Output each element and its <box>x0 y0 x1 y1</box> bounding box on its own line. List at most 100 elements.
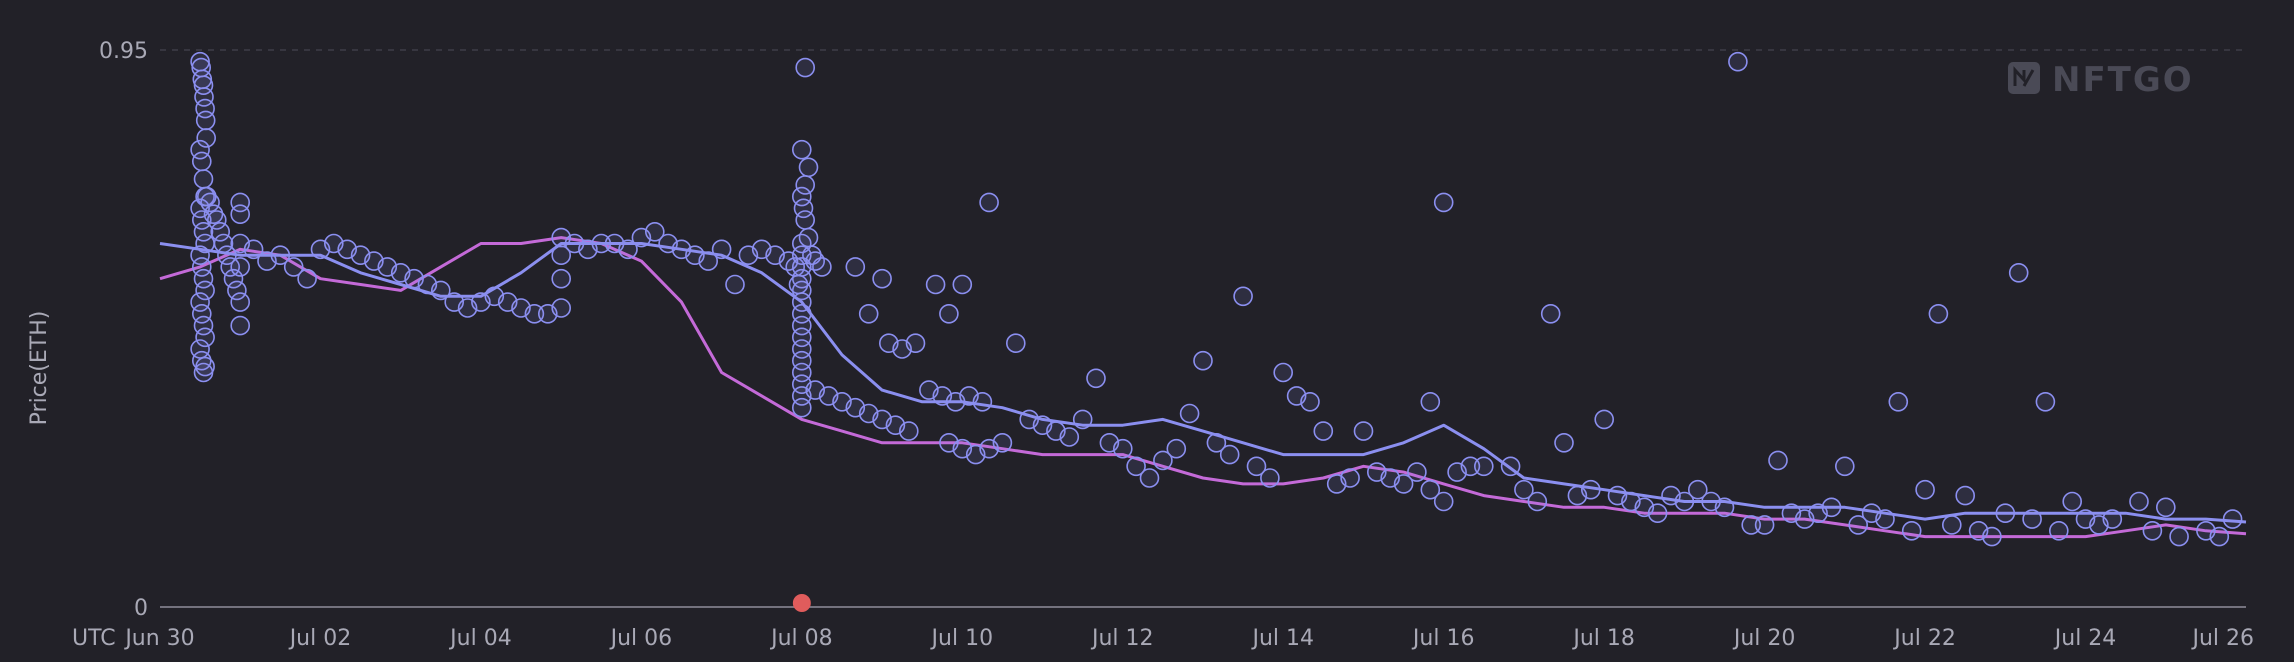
sale-point <box>1246 456 1267 477</box>
sale-point <box>1754 515 1775 535</box>
average-price-line <box>159 242 2247 524</box>
sale-point <box>217 245 237 265</box>
sale-point <box>795 210 816 230</box>
x-tick-label: Jun 30 <box>123 626 194 651</box>
sale-point <box>1982 526 2002 547</box>
sale-point <box>210 222 230 242</box>
sale-point <box>795 175 816 195</box>
sale-point <box>939 303 959 324</box>
y-axis-title: Price(ETH) <box>27 311 52 426</box>
sale-point <box>1942 515 1962 535</box>
sale-point <box>1821 497 1842 518</box>
sale-point <box>230 257 250 277</box>
x-timezone-label: UTC <box>72 626 116 651</box>
lines-layer <box>159 236 2247 539</box>
sale-point <box>1153 450 1173 471</box>
sale-point <box>1995 503 2016 524</box>
sale-point <box>1540 303 1561 324</box>
sale-point <box>1848 515 1868 535</box>
sale-point <box>644 222 665 242</box>
sale-point <box>193 169 214 189</box>
sale-point <box>213 233 234 254</box>
sale-point <box>1768 450 1788 471</box>
sale-point <box>1420 479 1441 500</box>
sale-point <box>200 192 220 213</box>
sale-point <box>1581 479 1601 500</box>
sale-point <box>1647 503 1668 524</box>
sale-point <box>2062 491 2082 512</box>
x-tick-label: Jul 06 <box>609 626 673 651</box>
sale-point <box>1273 362 1293 383</box>
nftgo-watermark: NFTGO <box>2008 60 2194 100</box>
sale-point <box>1393 474 1414 494</box>
sale-point <box>196 128 216 148</box>
sale-point <box>1674 491 1695 512</box>
sale-point <box>1741 515 1761 535</box>
sale-point <box>551 298 572 318</box>
sale-point <box>195 327 215 348</box>
y-tick-label: 0.95 <box>99 39 148 64</box>
sale-point <box>195 280 215 301</box>
sale-point <box>2142 520 2163 541</box>
sale-point <box>223 268 244 289</box>
watermark-text: NFTGO <box>2052 60 2194 100</box>
sale-point <box>1688 479 1708 500</box>
sale-point <box>725 274 745 295</box>
sale-point <box>2102 509 2123 529</box>
sale-point <box>1113 438 1133 459</box>
x-tick-label: Jul 16 <box>1411 626 1475 651</box>
sale-point <box>618 239 638 260</box>
sale-point <box>1072 409 1093 430</box>
sale-point <box>1594 409 1614 430</box>
sale-point <box>230 204 250 224</box>
sale-point <box>2156 497 2176 518</box>
sale-point <box>1193 350 1213 371</box>
sale-point <box>1915 479 1935 500</box>
sale-point <box>698 251 719 271</box>
sale-point <box>1875 509 1895 529</box>
x-tick-label: Jul 04 <box>448 626 512 651</box>
sale-point <box>1835 456 1855 477</box>
sale-point <box>2222 509 2243 529</box>
x-tick-label: Jul 12 <box>1090 626 1154 651</box>
nftgo-logo-icon <box>2008 62 2040 94</box>
sale-point <box>195 110 216 131</box>
sale-point <box>845 257 866 277</box>
sale-point <box>1166 438 1187 459</box>
y-tick-label: 0 <box>134 596 148 621</box>
sale-point <box>1928 303 1949 324</box>
sale-point <box>195 356 215 377</box>
sale-point <box>791 397 812 418</box>
sale-point <box>1527 491 1548 512</box>
sale-point <box>1219 444 1240 465</box>
sale-point <box>1005 333 1026 354</box>
sale-point <box>230 292 250 312</box>
x-tick-label: Jul 14 <box>1250 626 1314 651</box>
sale-point <box>812 257 832 277</box>
sale-point <box>1433 491 1454 512</box>
sale-point <box>1313 421 1334 441</box>
sale-point <box>297 268 317 289</box>
sale-point <box>1714 497 1735 518</box>
sale-point <box>952 274 973 295</box>
sale-point <box>1139 468 1160 488</box>
sale-point <box>2209 526 2230 547</box>
sale-point <box>1260 468 1280 488</box>
sale-point <box>1300 391 1320 412</box>
sale-point <box>925 274 946 295</box>
sale-point <box>2129 491 2149 512</box>
sale-point <box>524 303 545 324</box>
sale-point <box>430 280 451 301</box>
sale-point <box>905 333 926 354</box>
sale-point <box>1554 432 1574 453</box>
sale-point <box>591 233 612 254</box>
sale-point <box>2022 509 2042 529</box>
sale-point <box>979 192 999 213</box>
sale-point <box>2049 520 2069 541</box>
sale-point <box>972 391 993 412</box>
sale-point <box>1126 456 1146 477</box>
sale-point <box>1353 421 1374 441</box>
sale-point <box>203 204 224 224</box>
sale-point <box>2008 262 2029 283</box>
